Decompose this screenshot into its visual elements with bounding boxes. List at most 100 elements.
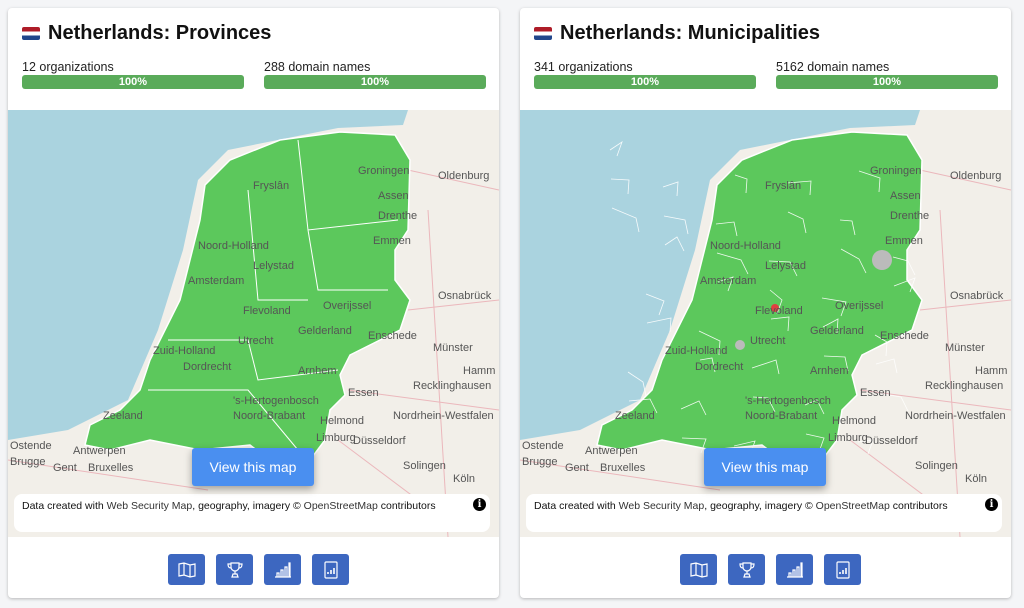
info-icon[interactable]: i (473, 498, 486, 511)
map-label: Ostende (522, 440, 564, 452)
domains-stat: 288 domain names 100% (264, 60, 486, 89)
organizations-progress-bar: 100% (534, 75, 756, 89)
map-label: Essen (860, 387, 891, 399)
map-label: Nordrhein-Westfalen (905, 410, 1006, 422)
netherlands-region (84, 131, 411, 471)
map-label: Solingen (915, 460, 958, 472)
domains-count: 288 domain names (264, 60, 371, 74)
map-label: Recklinghausen (413, 380, 492, 392)
bar-chart-icon (274, 561, 292, 578)
map-label: Assen (890, 190, 921, 202)
map-label: Overijssel (835, 300, 884, 312)
map-label: Köln (453, 473, 476, 485)
card-title: Netherlands: Provinces (22, 22, 271, 45)
map-label: Solingen (403, 460, 446, 472)
map-label: Recklinghausen (925, 380, 1004, 392)
map-label: Zuid-Holland (665, 345, 728, 357)
organizations-count: 341 organizations (534, 60, 633, 74)
map-label: Fryslân (253, 180, 290, 192)
map-label: Lelystad (253, 260, 294, 272)
municipality-borders (609, 140, 916, 456)
map-label: Utrecht (750, 335, 786, 347)
organizations-stat: 12 organizations 100% (22, 60, 244, 89)
map-label: Limburg (316, 432, 356, 444)
map-label: Osnabrück (438, 290, 492, 302)
card-actions (168, 554, 349, 585)
map-label: Zeeland (103, 410, 143, 422)
trophy-icon (226, 561, 243, 578)
map-label: Overijssel (323, 300, 372, 312)
map-label: Oldenburg (950, 170, 1002, 182)
domains-stat: 5162 domain names 100% (776, 60, 998, 89)
attribution-text: , geography, imagery © (192, 500, 304, 512)
map-label: Noord-Brabant (233, 410, 306, 422)
bar-chart-button[interactable] (264, 554, 301, 585)
attribution-text: Data created with (534, 500, 619, 512)
attribution-text: Data created with (22, 500, 107, 512)
view-map-button[interactable]: View this map (704, 448, 826, 486)
map-label: Helmond (832, 415, 877, 427)
map-label: Noord-Holland (710, 240, 781, 252)
map-label: Bruxelles (88, 462, 134, 474)
view-map-button[interactable]: View this map (192, 448, 314, 486)
map-card: Netherlands: Provinces 12 organizations 1… (8, 8, 499, 598)
openstreetmap-link[interactable]: OpenStreetMap (815, 500, 890, 512)
report-button[interactable] (824, 554, 861, 585)
web-security-map-link[interactable]: Web Security Map (106, 500, 193, 512)
domains-count: 5162 domain names (776, 60, 890, 74)
map-label: Noord-Brabant (745, 410, 818, 422)
web-security-map-link[interactable]: Web Security Map (618, 500, 705, 512)
map-label: Zuid-Holland (153, 345, 216, 357)
map-label: Helmond (320, 415, 365, 427)
map-label: Antwerpen (73, 445, 126, 457)
map-label: Fryslân (765, 180, 802, 192)
report-icon (835, 560, 850, 579)
trophy-icon (738, 561, 755, 578)
card-title-text: Netherlands: Provinces (48, 22, 272, 44)
map-label: Gent (565, 462, 589, 474)
map-attribution: Data created with Web Security Map, geog… (14, 494, 490, 532)
organizations-progress-bar: 100% (22, 75, 244, 89)
map-label: Gelderland (298, 325, 352, 337)
bar-chart-button[interactable] (776, 554, 813, 585)
attribution-text: contributors (377, 500, 436, 512)
organizations-stat: 341 organizations 100% (534, 60, 756, 89)
map-label: Hamm (463, 365, 496, 377)
map-view[interactable]: Groningen Fryslân Assen Drenthe Noord-Hollan… (8, 110, 499, 537)
map-label: Essen (348, 387, 379, 399)
map-label: Bruxelles (600, 462, 646, 474)
report-icon (323, 560, 338, 579)
trophy-button[interactable] (728, 554, 765, 585)
card-title-text: Netherlands: Municipalities (560, 22, 821, 44)
map-label: Groningen (358, 165, 410, 177)
info-icon[interactable]: i (985, 498, 998, 511)
map-label: Köln (965, 473, 988, 485)
map-button[interactable] (680, 554, 717, 585)
map-label: Enschede (880, 330, 929, 342)
map-view[interactable]: Groningen Fryslân Assen Drenthe Noord-Hollan… (520, 110, 1011, 537)
card-title: Netherlands: Municipalities (534, 22, 820, 45)
report-button[interactable] (312, 554, 349, 585)
attribution-text: contributors (889, 500, 948, 512)
trophy-button[interactable] (216, 554, 253, 585)
map-label: Nordrhein-Westfalen (393, 410, 494, 422)
netherlands-flag-icon (22, 27, 40, 40)
map-label: Flevoland (243, 305, 291, 317)
map-label: Dordrecht (183, 361, 232, 373)
map-button[interactable] (168, 554, 205, 585)
organizations-count: 12 organizations (22, 60, 114, 74)
map-label: Brugge (522, 456, 558, 468)
domains-progress-bar: 100% (264, 75, 486, 89)
map-icon (689, 561, 708, 578)
map-label: Düsseldorf (353, 435, 406, 447)
map-icon (177, 561, 196, 578)
netherlands-region (596, 131, 923, 471)
map-label: Ostende (10, 440, 52, 452)
map-label: 's-Hertogenbosch (745, 395, 831, 407)
map-label: Münster (433, 342, 473, 354)
map-label: Dordrecht (695, 361, 744, 373)
sea (8, 110, 408, 440)
map-label: Münster (945, 342, 985, 354)
openstreetmap-link[interactable]: OpenStreetMap (303, 500, 378, 512)
map-label: Drenthe (890, 210, 930, 222)
